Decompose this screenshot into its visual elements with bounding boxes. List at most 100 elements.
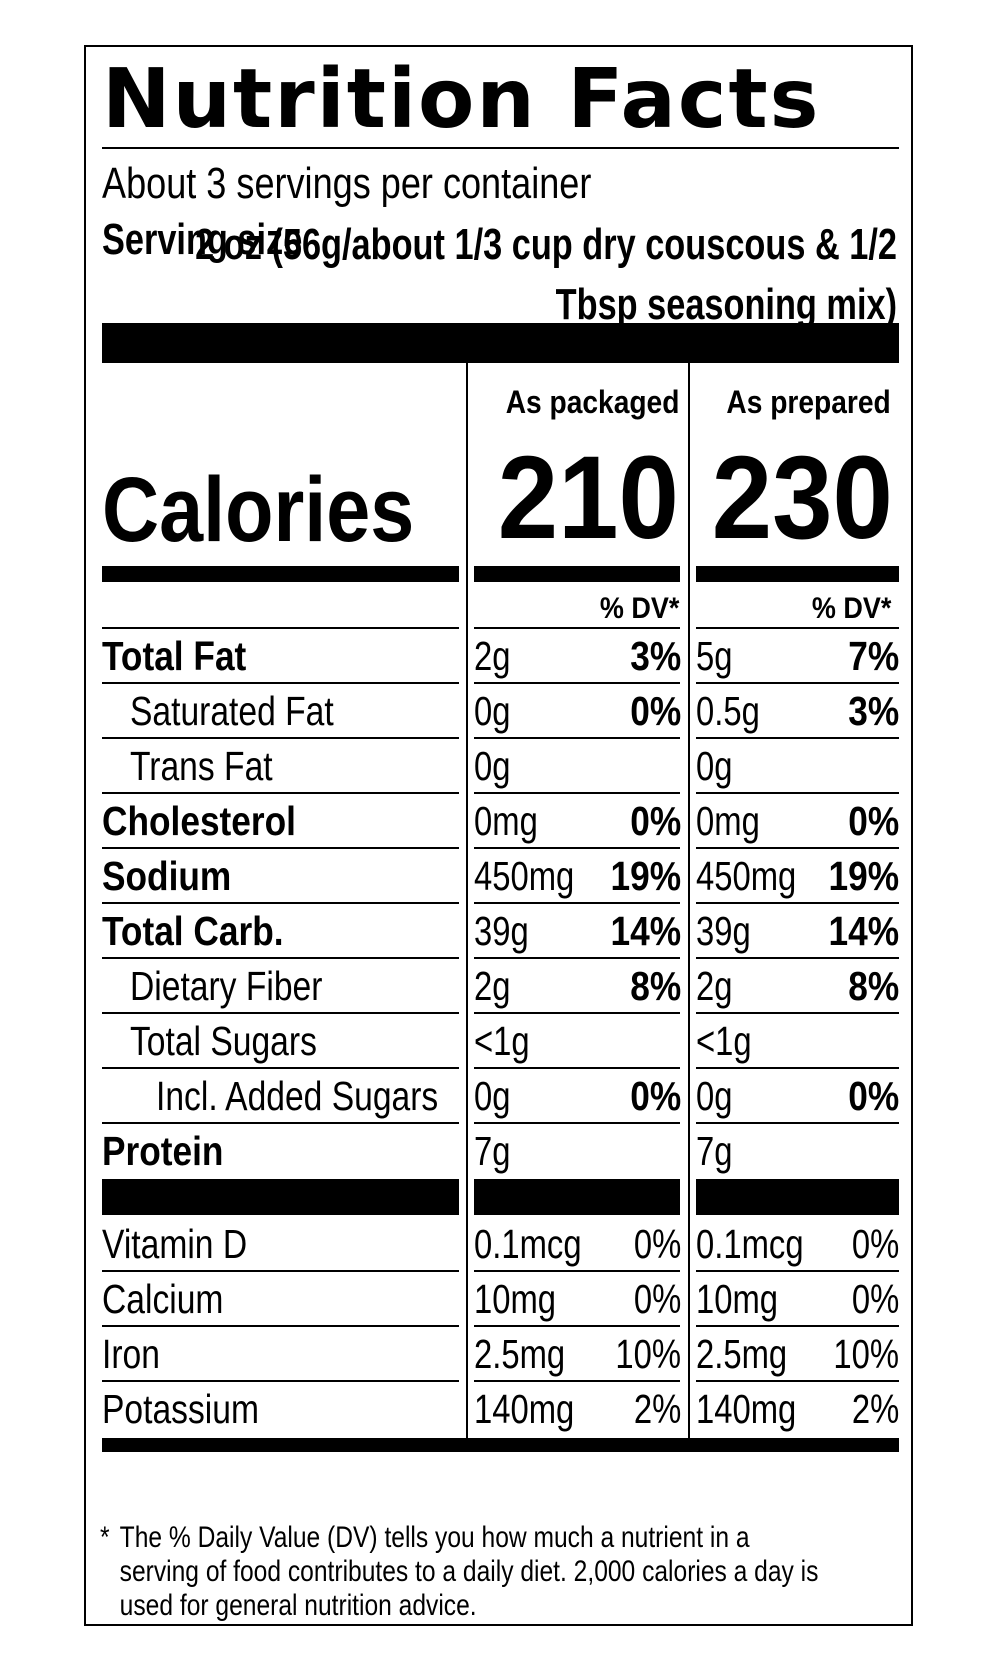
amount-packaged: 10mg	[474, 1276, 557, 1322]
calories-packaged: 210	[497, 432, 679, 564]
row-divider	[696, 957, 899, 959]
row-divider	[696, 847, 899, 849]
amount-prepared: 450mg	[696, 853, 797, 899]
amount-packaged: 140mg	[474, 1386, 575, 1432]
amount-prepared: 0g	[696, 743, 733, 789]
nutrient-name: Cholesterol	[102, 798, 296, 844]
nutrient-row: Total Fat 2g 3% 5g 7%	[86, 627, 915, 685]
amount-prepared: <1g	[696, 1018, 752, 1064]
row-divider	[474, 682, 680, 684]
amount-prepared: 39g	[696, 908, 751, 954]
row-divider	[696, 1012, 899, 1014]
column-separator	[688, 363, 690, 1438]
row-divider	[102, 1067, 459, 1069]
dv-prepared: 0%	[848, 1073, 899, 1119]
amount-packaged: 39g	[474, 908, 529, 954]
amount-packaged: 0.1mcg	[474, 1221, 582, 1267]
dv-prepared: 0%	[851, 1276, 899, 1322]
dv-packaged: 0%	[633, 1221, 681, 1267]
amount-packaged: <1g	[474, 1018, 530, 1064]
amount-packaged: 0g	[474, 743, 511, 789]
dv-prepared: 19%	[828, 853, 899, 899]
label-title: Nutrition Facts	[102, 52, 821, 147]
vitamin-row: Calcium 10mg 0% 10mg 0%	[86, 1270, 915, 1328]
row-divider	[474, 792, 680, 794]
dv-prepared: 2%	[851, 1386, 899, 1432]
row-divider	[474, 1012, 680, 1014]
amount-prepared: 2g	[696, 963, 733, 1009]
nutrient-row: Sodium 450mg 19% 450mg 19%	[86, 847, 915, 905]
row-divider	[102, 1325, 459, 1327]
calories-divider	[102, 566, 459, 582]
row-divider	[474, 1380, 680, 1382]
calories-label: Calories	[102, 459, 415, 561]
vitamin-name: Iron	[102, 1331, 160, 1377]
row-divider	[102, 1270, 459, 1272]
nutrient-row: Protein 7g 7g	[86, 1122, 915, 1180]
vitamin-row: Vitamin D 0.1mcg 0% 0.1mcg 0%	[86, 1215, 915, 1273]
dv-packaged: 3%	[630, 633, 681, 679]
row-divider	[474, 847, 680, 849]
row-divider	[696, 792, 899, 794]
vitamin-name: Vitamin D	[102, 1221, 248, 1267]
nutrient-name: Trans Fat	[130, 743, 273, 789]
amount-prepared: 0.1mcg	[696, 1221, 804, 1267]
amount-packaged: 0g	[474, 688, 511, 734]
amount-prepared: 0mg	[696, 798, 760, 844]
dv-packaged: 2%	[633, 1386, 681, 1432]
dv-prepared: 8%	[848, 963, 899, 1009]
nutrient-row: Saturated Fat 0g 0% 0.5g 3%	[86, 682, 915, 740]
row-divider	[696, 902, 899, 904]
row-divider	[696, 627, 899, 629]
vitamin-section-divider	[696, 1179, 899, 1215]
vitamin-row: Iron 2.5mg 10% 2.5mg 10%	[86, 1325, 915, 1383]
amount-packaged: 450mg	[474, 853, 575, 899]
row-divider	[696, 1067, 899, 1069]
row-divider	[102, 957, 459, 959]
row-divider	[102, 792, 459, 794]
nutrient-row: Total Sugars <1g <1g	[86, 1012, 915, 1070]
row-divider	[102, 627, 459, 629]
dv-prepared: 0%	[851, 1221, 899, 1267]
calories-divider	[696, 566, 899, 582]
amount-prepared: 10mg	[696, 1276, 779, 1322]
row-divider	[696, 682, 899, 684]
vitamin-section-divider	[102, 1179, 459, 1215]
amount-prepared: 140mg	[696, 1386, 797, 1432]
serving-size-value: 2 oz (56g/about 1/3 cup dry couscous & 1…	[195, 220, 897, 329]
row-divider	[102, 902, 459, 904]
servings-per-container: About 3 servings per container	[102, 159, 592, 208]
calories-divider	[474, 566, 680, 582]
dv-prepared: 7%	[848, 633, 899, 679]
row-divider	[102, 847, 459, 849]
amount-packaged: 2g	[474, 633, 511, 679]
nutrient-name: Total Fat	[102, 633, 247, 679]
nutrient-name: Incl. Added Sugars	[156, 1073, 439, 1119]
row-divider	[696, 1325, 899, 1327]
nutrient-row: Incl. Added Sugars 0g 0% 0g 0%	[86, 1067, 915, 1125]
row-divider	[474, 627, 680, 629]
dv-packaged: 0%	[630, 798, 681, 844]
row-divider	[474, 1270, 680, 1272]
dv-prepared: 10%	[833, 1331, 899, 1377]
nutrient-row: Dietary Fiber 2g 8% 2g 8%	[86, 957, 915, 1015]
amount-packaged: 2.5mg	[474, 1331, 566, 1377]
row-divider	[102, 1122, 459, 1124]
amount-prepared: 2.5mg	[696, 1331, 788, 1377]
row-divider	[696, 737, 899, 739]
row-divider	[474, 1325, 680, 1327]
dv-header-packaged: % DV*	[599, 592, 679, 625]
dv-packaged: 0%	[630, 688, 681, 734]
amount-packaged: 7g	[474, 1128, 511, 1174]
calories-prepared: 230	[711, 432, 893, 564]
row-divider	[696, 1270, 899, 1272]
nutrient-name: Total Sugars	[130, 1018, 317, 1064]
row-divider	[696, 1122, 899, 1124]
nutrient-row: Cholesterol 0mg 0% 0mg 0%	[86, 792, 915, 850]
dv-prepared: 14%	[828, 908, 899, 954]
footnote-mark: *	[100, 1521, 110, 1554]
amount-packaged: 0g	[474, 1073, 511, 1119]
row-divider	[474, 737, 680, 739]
thick-divider	[102, 323, 899, 363]
dv-prepared: 3%	[848, 688, 899, 734]
